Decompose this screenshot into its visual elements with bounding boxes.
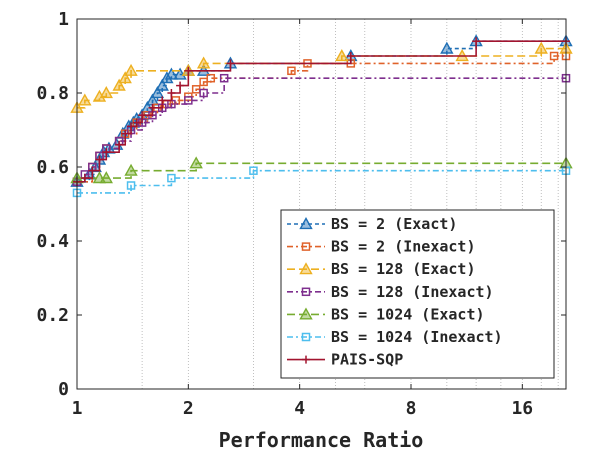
series-6-point-7 [127,122,136,131]
y-tick-label-4: 0.8 [36,83,69,104]
series-line-3 [77,77,566,183]
legend-entry-4: BS = 1024 (Exact) [287,305,485,323]
series-2-point-1 [78,93,92,106]
x-tick-label-4: 16 [511,398,533,419]
legend-label-5: BS = 1024 (Inexact) [331,328,503,346]
legend-label-6: PAIS-SQP [331,351,403,369]
legend-marker-4 [299,307,313,320]
series-6-point-14 [184,66,193,75]
legend: BS = 2 (Exact) BS = 2 (Inexact) BS = 128 (… [280,209,555,379]
series-5-point-1 [126,181,136,190]
series-6-point-15 [226,59,235,68]
legend-marker-5 [301,332,311,342]
legend-entry-5: BS = 1024 (Inexact) [287,328,503,346]
series-3 [72,73,571,187]
series-6-point-12 [167,89,176,97]
y-tick-label-3: 0.6 [36,157,69,178]
y-tick-label-2: 0.4 [36,231,69,252]
legend-marker-2 [299,262,313,275]
series-6-point-11 [158,96,167,105]
series-6-point-1 [80,174,89,183]
series-4-point-3 [124,163,138,176]
legend-marker-6 [302,355,310,364]
series-2-point-6 [124,63,138,76]
legend-label-0: BS = 2 (Exact) [331,215,457,233]
legend-marker-1 [301,242,311,251]
series-line-5 [77,169,566,194]
series-line-4 [77,162,566,179]
series-6-point-2 [88,166,97,175]
series-3-point-13 [219,73,229,83]
plot-frame [76,18,567,390]
series-1-point-14 [206,73,216,83]
y-tick-label-1: 0.2 [36,305,69,326]
series-6-point-16 [346,52,355,60]
series-4-point-4 [189,156,203,169]
series-2-point-4 [112,78,126,91]
series-2-point-9 [335,49,349,62]
series-1-point-15 [287,66,296,76]
series-2-point-5 [118,71,132,84]
series-layer [70,34,573,198]
series-0-point-17 [164,67,179,80]
series-0-point-15 [155,78,169,91]
x-tick-label-3: 8 [406,398,417,419]
series-3-point-11 [184,96,193,105]
x-tick-label-0: 1 [72,398,83,419]
series-5-point-3 [249,166,258,175]
series-5 [72,166,571,198]
series-6-point-5 [115,140,124,149]
series-6-point-9 [138,111,147,120]
legend-label-2: BS = 128 (Exact) [331,260,476,278]
series-5-point-2 [167,173,176,183]
legend-label-1: BS = 2 (Inexact) [331,238,476,256]
series-2-point-11 [534,41,548,54]
legend-entry-6: PAIS-SQP [287,351,403,369]
series-6-point-3 [95,155,104,164]
y-tick-label-5: 1 [58,9,69,30]
legend-marker-3 [301,287,311,297]
series-6-point-17 [472,37,481,46]
x-tick-label-2: 4 [294,398,305,419]
legend-label-3: BS = 128 (Inexact) [331,283,494,301]
series-3-point-12 [199,88,208,98]
x-axis-label: Performance Ratio [219,428,424,452]
legend-marker-0 [299,217,313,230]
series-4-point-2 [99,171,113,184]
y-tick-label-0: 0 [58,379,69,400]
series-line-1 [77,55,566,183]
series-6 [73,37,570,186]
series-2-point-3 [99,86,113,99]
series-1 [72,51,571,187]
legend-box [280,209,555,379]
series-6-point-6 [121,129,130,138]
legend-entry-2: BS = 128 (Exact) [287,260,476,278]
axes-layer: 1 2 4 8 16 0 0.2 0.4 0.6 0.8 1 [36,9,567,419]
series-0-point-14 [150,86,165,99]
legend-entry-0: BS = 2 (Exact) [287,215,457,233]
legend-entry-1: BS = 2 (Inexact) [287,238,476,256]
series-6-point-8 [132,118,141,127]
series-1-point-18 [549,51,559,61]
legend-label-4: BS = 1024 (Exact) [331,305,485,323]
series-6-point-13 [176,81,185,90]
series-0-point-23 [440,41,454,54]
series-6-point-4 [102,148,111,157]
series-6-point-10 [148,103,157,112]
x-tick-label-1: 2 [183,398,194,419]
series-2-point-8 [196,56,211,69]
legend-entry-3: BS = 128 (Inexact) [287,283,494,301]
